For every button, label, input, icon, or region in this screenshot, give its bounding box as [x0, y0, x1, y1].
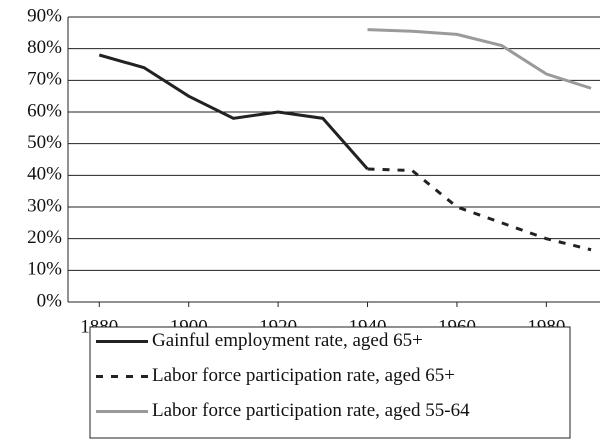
y-tick-label: 10%: [27, 259, 62, 280]
y-tick-label: 90%: [27, 5, 62, 26]
y-tick-label: 0%: [37, 290, 63, 311]
y-tick-label: 50%: [27, 132, 62, 153]
y-tick-label: 30%: [27, 195, 62, 216]
y-tick-label: 40%: [27, 164, 62, 185]
legend-label: Gainful employment rate, aged 65+: [152, 330, 423, 351]
series-line: [98, 53, 369, 170]
y-tick-label: 20%: [27, 227, 62, 248]
y-tick-label: 60%: [27, 100, 62, 121]
y-tick-label: 80%: [27, 37, 62, 58]
y-tick-label: 70%: [27, 69, 62, 90]
series-line: [367, 167, 592, 252]
legend-box: [89, 326, 571, 439]
legend-label: Labor force participation rate, aged 55-…: [152, 400, 470, 421]
legend-label: Labor force participation rate, aged 65+: [152, 365, 455, 386]
series-line: [367, 28, 592, 90]
